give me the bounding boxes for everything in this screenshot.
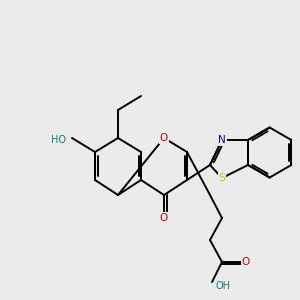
Text: N: N <box>218 135 226 145</box>
Text: OH: OH <box>216 281 231 291</box>
Text: O: O <box>242 257 250 267</box>
Text: O: O <box>160 213 168 223</box>
Text: S: S <box>218 173 226 183</box>
Text: O: O <box>160 133 168 143</box>
Text: HO: HO <box>51 135 66 145</box>
